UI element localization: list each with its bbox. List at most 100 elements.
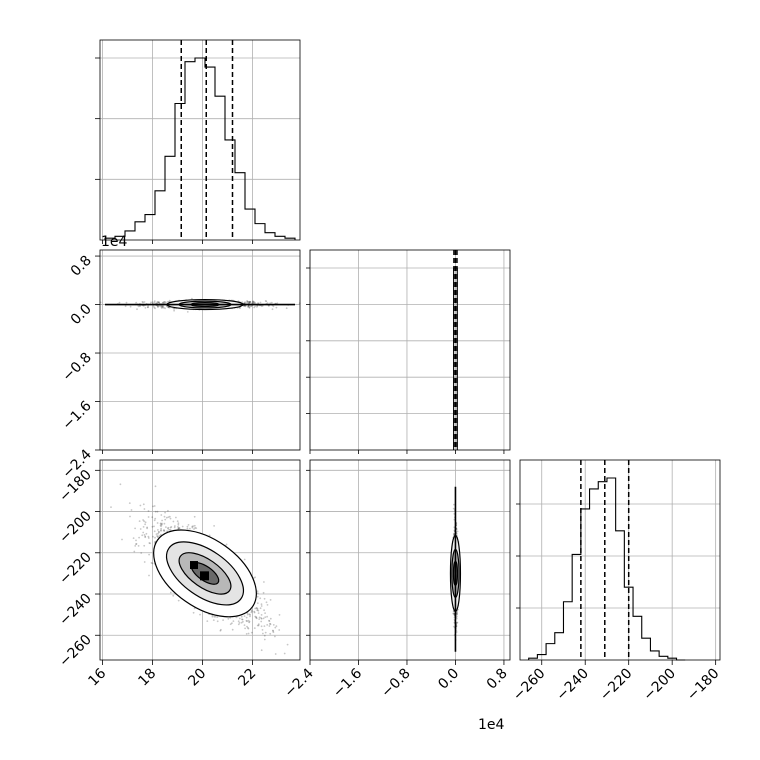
sample-point: [268, 620, 271, 622]
sample-point: [241, 618, 243, 621]
sample-point: [178, 527, 181, 529]
sample-point: [135, 301, 138, 304]
sample-point: [177, 526, 179, 528]
sample-point: [163, 515, 166, 518]
sample-point: [142, 519, 145, 521]
sample-point: [134, 545, 137, 547]
sample-point: [263, 638, 266, 641]
histogram-step: [528, 477, 686, 661]
sample-point: [143, 304, 145, 307]
sample-point: [138, 520, 141, 522]
top-exponent-label: 1e4: [101, 234, 128, 250]
sample-point: [208, 534, 211, 537]
sample-point: [269, 302, 272, 304]
histogram-step: [104, 57, 296, 240]
sample-point: [269, 622, 271, 625]
sample-point: [260, 625, 263, 628]
sample-point: [154, 517, 157, 520]
sample-point: [243, 558, 246, 561]
sample-point: [163, 530, 166, 532]
sample-point: [268, 619, 270, 622]
sample-point: [248, 307, 251, 309]
sample-point: [238, 622, 241, 624]
sample-point: [262, 617, 265, 620]
sample-point: [456, 612, 458, 615]
histogram-x-panel: [95, 39, 301, 244]
sample-point: [250, 305, 253, 307]
sample-point: [266, 615, 268, 618]
sample-point: [168, 299, 171, 302]
sample-point: [181, 525, 184, 528]
sample-point: [154, 307, 157, 310]
x-tick-label: −180: [684, 666, 723, 705]
sample-point: [232, 620, 235, 622]
sample-point: [248, 305, 251, 307]
sample-point: [160, 527, 163, 530]
sample-point: [256, 609, 259, 612]
sample-point: [244, 627, 247, 630]
sample-point: [237, 620, 240, 623]
sample-point: [250, 611, 253, 614]
y-tick-label: 0.0: [68, 301, 95, 328]
sample-point: [262, 591, 265, 594]
sample-point: [167, 516, 170, 518]
sample-point: [193, 607, 196, 610]
panel-frame: [519, 459, 721, 661]
sample-point: [219, 629, 222, 632]
y-tick-label: −200: [56, 508, 95, 547]
sample-point: [172, 520, 175, 523]
sample-point: [269, 617, 272, 620]
sample-point: [254, 305, 256, 308]
sample-point: [256, 306, 258, 308]
sample-point: [152, 305, 155, 308]
sample-point: [167, 509, 169, 512]
sample-point: [176, 520, 179, 523]
sample-point: [270, 301, 273, 304]
sample-point: [257, 623, 260, 626]
sample-point: [259, 301, 262, 304]
sample-point: [148, 542, 151, 544]
sample-point: [162, 529, 165, 532]
sample-point: [143, 561, 146, 563]
sample-point: [452, 625, 455, 628]
sample-point: [135, 543, 137, 545]
sample-point: [110, 506, 112, 508]
sample-point: [246, 625, 248, 628]
sample-point: [246, 300, 249, 302]
sample-point: [150, 562, 153, 564]
sample-point: [160, 514, 163, 516]
sample-point: [252, 301, 255, 304]
sample-point: [255, 617, 258, 620]
sample-point: [168, 306, 170, 309]
sample-point: [118, 301, 121, 304]
sample-point: [452, 612, 454, 615]
y-tick-label: −260: [56, 632, 95, 671]
panel-frame: [309, 249, 511, 451]
sample-point: [248, 621, 251, 624]
density-peak: [200, 571, 209, 581]
sample-point: [456, 615, 458, 618]
sample-point: [130, 509, 133, 511]
sample-point: [153, 301, 156, 304]
sample-point: [214, 615, 217, 618]
sample-point: [256, 590, 259, 593]
sample-point: [146, 527, 149, 530]
sample-point: [152, 505, 155, 508]
sample-point: [140, 552, 143, 554]
sample-point: [252, 302, 255, 304]
sample-point: [186, 525, 189, 528]
sample-point: [278, 614, 281, 616]
sample-point: [238, 617, 241, 620]
sample-point: [264, 631, 267, 634]
sample-point: [154, 536, 156, 539]
sample-point: [186, 311, 189, 313]
density-peak: [190, 561, 198, 570]
sample-point: [139, 528, 142, 530]
sample-point: [169, 591, 172, 594]
sample-point: [260, 305, 263, 308]
sample-point: [177, 523, 180, 526]
sample-point: [138, 536, 141, 539]
sample-point: [139, 504, 142, 507]
sample-point: [243, 305, 246, 307]
sample-point: [156, 522, 159, 524]
